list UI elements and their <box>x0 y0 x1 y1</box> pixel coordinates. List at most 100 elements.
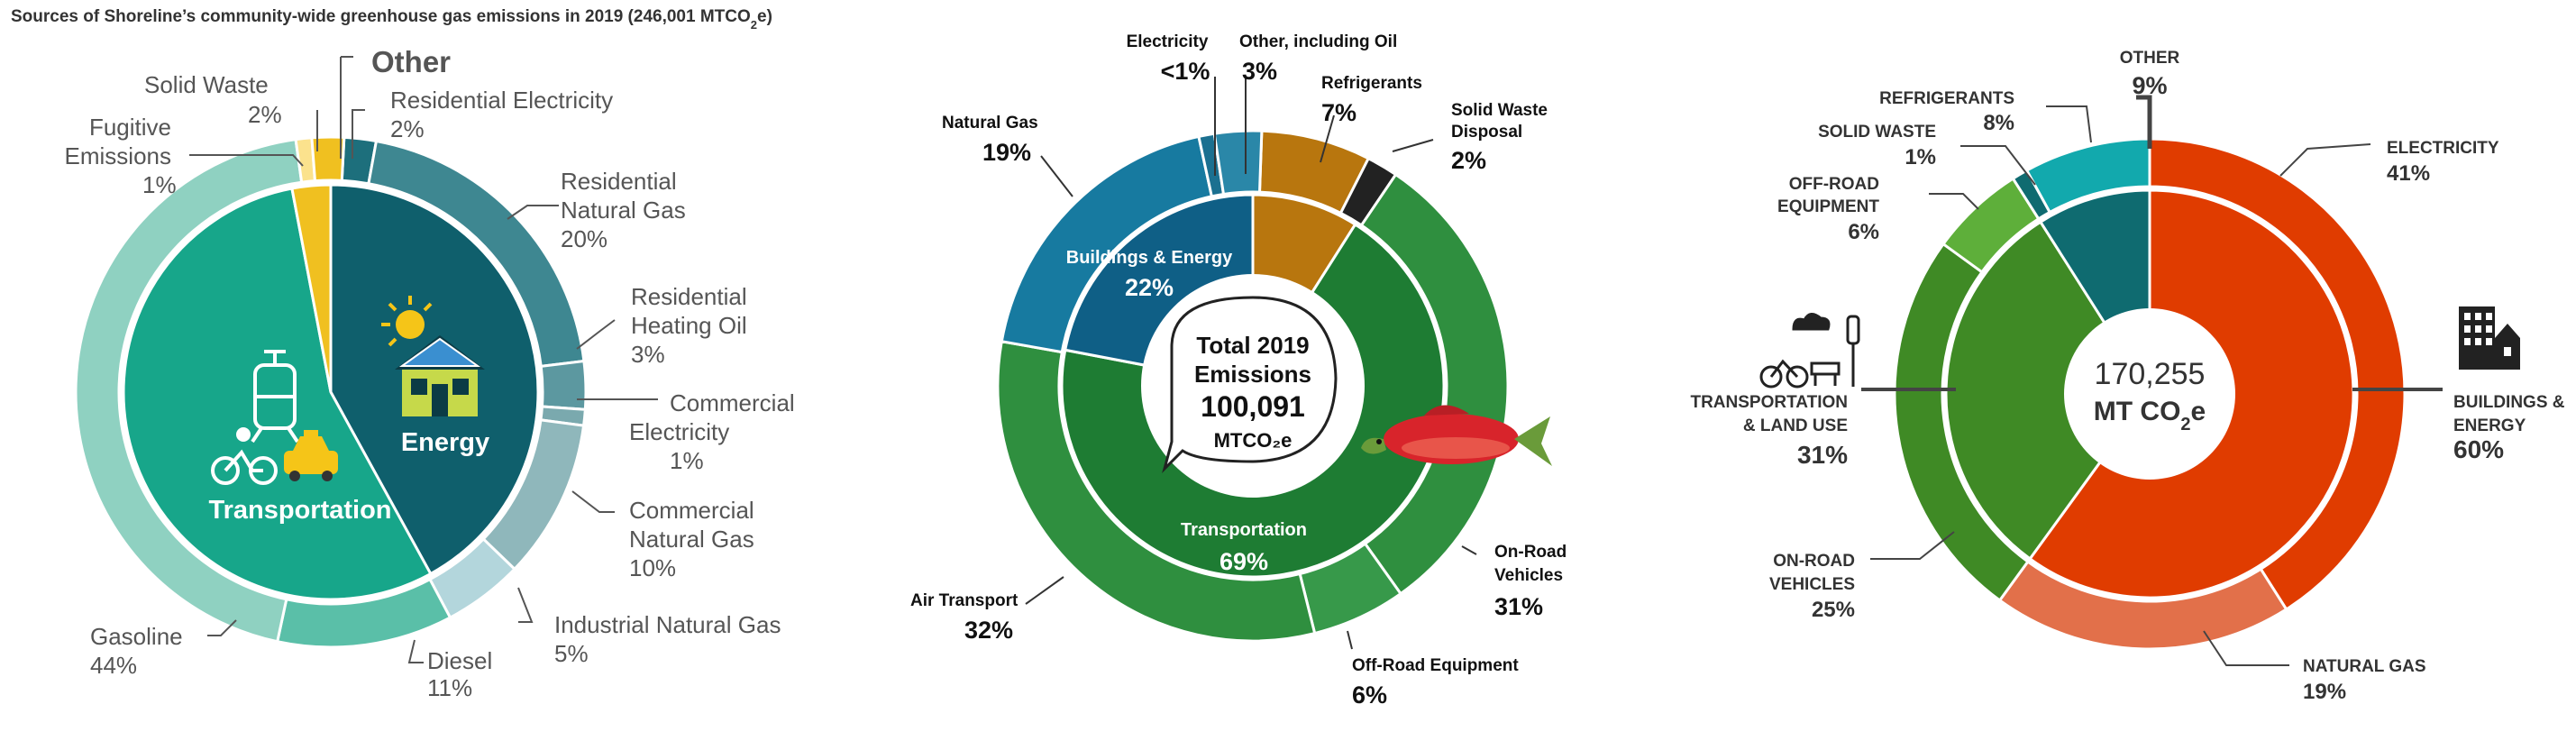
pct-buildings-energy-inner: 22% <box>1125 274 1174 301</box>
pct-air-transport: 32% <box>964 617 1013 644</box>
label-industrial-natural-gas: Industrial Natural Gas <box>554 611 781 638</box>
pct-off-road-equipment: 6% <box>1352 681 1387 709</box>
label-solid-waste-disposal-2: Disposal <box>1451 123 1522 142</box>
pct-residential-heating-oil: 3% <box>631 341 665 368</box>
c2-outer-slice-other-including-oil <box>1212 129 1264 197</box>
c1-inner-slice-other <box>290 183 333 393</box>
label-solid-waste-disposal-1: Solid Waste <box>1451 101 1548 120</box>
label-air-transport: Air Transport <box>910 591 1019 610</box>
chart-1-outer-ring <box>74 135 588 649</box>
salmon-icon <box>1361 405 1552 466</box>
label-on-road-vehicles-2: Vehicles <box>1494 566 1563 585</box>
c3-outer-slice-refrigerants <box>2024 137 2151 215</box>
label-refrigerants: Refrigerants <box>1321 74 1422 93</box>
label-off-road-equipment-3b: EQUIPMENT <box>1777 197 1879 216</box>
pct-buildings-energy-3: 60% <box>2453 435 2504 463</box>
pct-gasoline: 44% <box>90 652 137 679</box>
chart-2-outer-ring <box>996 129 1510 643</box>
label-natural-gas-3: NATURAL GAS <box>2303 657 2426 676</box>
pct-commercial-natural-gas: 10% <box>629 554 676 581</box>
cyclist-icon <box>211 427 278 485</box>
label-other-group: Other <box>371 45 451 78</box>
pct-on-road-vehicles: 31% <box>1494 593 1543 620</box>
label-electricity-3: ELECTRICITY <box>2387 139 2499 158</box>
label-transportation-land-use-3b: & LAND USE <box>1743 416 1848 435</box>
label-refrigerants-3: REFRIGERANTS <box>1879 89 2014 108</box>
label-commercial-electricity-1: Commercial <box>670 389 795 416</box>
c1-inner-slice-transportation <box>122 187 433 601</box>
label-other-including-oil: Other, including Oil <box>1239 32 1397 51</box>
energy-center-label: Energy <box>401 428 489 457</box>
label-gasoline: Gasoline <box>90 623 183 650</box>
buildings-icon <box>2459 306 2520 370</box>
label-commercial-natural-gas-2: Natural Gas <box>629 526 754 553</box>
label-natural-gas: Natural Gas <box>942 114 1038 133</box>
label-buildings-energy-3a: BUILDINGS & <box>2453 393 2565 412</box>
pct-on-road-vehicles-3: 25% <box>1812 598 1855 622</box>
house-solar-icon <box>395 335 485 416</box>
pct-solid-waste-disposal: 2% <box>1451 147 1486 174</box>
pct-transportation-land-use-3: 31% <box>1797 441 1848 469</box>
label-transportation-inner: Transportation <box>1181 520 1307 540</box>
chart-1-leader-lines <box>189 56 658 663</box>
center-value-3: 170,255 <box>2095 357 2206 391</box>
pct-refrigerants: 7% <box>1321 99 1357 126</box>
chart-3-outer-ring <box>1893 137 2407 651</box>
center-title-line-1: Total 2019 <box>1196 332 1309 359</box>
pct-natural-gas: 19% <box>982 139 1031 166</box>
speech-bubble <box>1162 296 1338 474</box>
c3-inner-slice-transportation-land-use <box>1944 220 2151 561</box>
taxi-icon <box>284 430 338 481</box>
train-icon <box>251 350 299 444</box>
chart-3-leader-lines <box>1861 95 2443 666</box>
label-residential-heating-oil-1: Residential <box>631 283 747 310</box>
label-solid-waste-3: SOLID WASTE <box>1818 123 1936 142</box>
center-title-line-2: Emissions <box>1194 361 1311 388</box>
c1-outer-slice-gasoline <box>74 137 304 644</box>
label-on-road-vehicles-3b: VEHICLES <box>1769 575 1855 594</box>
label-residential-heating-oil-2: Heating Oil <box>631 312 747 339</box>
pct-natural-gas-3: 19% <box>2303 680 2346 704</box>
label-buildings-energy-3b: ENERGY <box>2453 416 2526 435</box>
pct-electricity: <1% <box>1161 58 1210 85</box>
label-residential-natural-gas-1: Residential <box>561 168 677 195</box>
c2-outer-slice-on-road-vehicles <box>1359 172 1510 596</box>
bike-bench-icon <box>1759 313 1860 389</box>
pct-diesel: 11% <box>427 674 472 701</box>
label-on-road-vehicles-1: On-Road <box>1494 543 1567 562</box>
pct-solid-waste-3: 1% <box>1905 145 1936 169</box>
pct-industrial-natural-gas: 5% <box>554 640 589 667</box>
sun-icon <box>381 296 433 347</box>
chart-1-title: Sources of Shoreline’s community-wide gr… <box>11 7 772 32</box>
c3-outer-slice-electricity <box>2148 137 2407 612</box>
pct-fugitive-emissions: 1% <box>142 171 177 198</box>
pct-other-including-oil: 3% <box>1242 58 1277 85</box>
pct-transportation-inner: 69% <box>1219 548 1268 575</box>
center-total-value: 100,091 <box>1201 390 1305 423</box>
chart-1-shoreline: Sources of Shoreline’s community-wide gr… <box>11 7 795 701</box>
chart-2-emissions: Total 2019 Emissions 100,091 MTCO₂e <box>910 32 1567 709</box>
label-transportation-land-use-3a: TRANSPORTATION <box>1690 393 1848 412</box>
label-fugitive-emissions-1: Fugitive <box>89 114 171 141</box>
label-solid-waste: Solid Waste <box>144 71 269 98</box>
pct-electricity-3: 41% <box>2387 161 2430 186</box>
label-other-3: OTHER <box>2120 49 2180 68</box>
label-fugitive-emissions-2: Emissions <box>65 142 171 169</box>
pct-commercial-electricity: 1% <box>670 447 704 474</box>
c1-outer-slice-solid-waste <box>310 135 346 183</box>
label-commercial-natural-gas-1: Commercial <box>629 497 754 524</box>
pct-residential-electricity: 2% <box>390 115 425 142</box>
c1-outer-slice-residential-heating-oil <box>539 359 588 411</box>
chart-2-leader-lines <box>1025 77 1477 650</box>
label-off-road-equipment: Off-Road Equipment <box>1352 656 1519 675</box>
transportation-center-label: Transportation <box>208 496 391 525</box>
pct-off-road-equipment-3: 6% <box>1848 220 1879 244</box>
label-diesel: Diesel <box>427 647 492 674</box>
label-buildings-energy-inner: Buildings & Energy <box>1066 248 1233 268</box>
chart-3-emissions: 170,255 MT CO2e <box>1690 49 2564 704</box>
label-electricity: Electricity <box>1127 32 1209 51</box>
chart-3-center-hole <box>2064 308 2235 480</box>
label-on-road-vehicles-3a: ON-ROAD <box>1773 552 1855 571</box>
center-unit-3: MT CO2e <box>2094 397 2206 434</box>
